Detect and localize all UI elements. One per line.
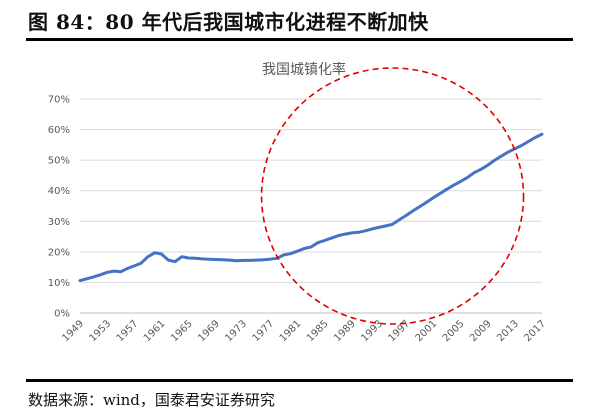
x-tick-label: 1961 <box>142 318 168 344</box>
x-tick-label: 1949 <box>60 318 86 344</box>
bottom-rule <box>26 379 573 382</box>
y-tick-label: 10% <box>48 278 70 289</box>
gridlines <box>80 98 542 314</box>
y-tick-label: 60% <box>48 125 70 136</box>
x-tick-label: 2001 <box>414 318 440 344</box>
x-tick-label: 1997 <box>386 318 412 344</box>
x-tick-label: 1989 <box>332 318 358 344</box>
y-tick-label: 70% <box>48 95 70 106</box>
y-tick-label: 30% <box>48 217 70 228</box>
x-axis-ticks: 1949 1953 1957 1961 1965 1969 1973 1977 1981 1985… <box>60 318 548 344</box>
x-tick-label: 1977 <box>251 318 277 344</box>
x-tick-label: 2013 <box>495 318 521 344</box>
y-tick-label: 20% <box>48 247 70 258</box>
x-tick-label: 1953 <box>88 318 114 344</box>
y-tick-label: 0% <box>54 309 70 320</box>
y-tick-label: 50% <box>48 156 70 167</box>
urbanization-chart: 我国城镇化率 0%10%20%30%40%50%60%70% 1949 1953 1… <box>48 61 548 344</box>
x-tick-label: 1969 <box>196 318 222 344</box>
top-rule <box>26 38 573 41</box>
series-layer <box>78 132 544 283</box>
y-axis-ticks: 0% 10% 20% 30% 40% 50% 60% 70% <box>48 95 70 320</box>
y-tick-label: 40% <box>48 186 70 197</box>
x-tick-label: 1981 <box>278 318 304 344</box>
x-tick-label: 2009 <box>468 318 494 344</box>
annotation-layer <box>260 67 525 325</box>
dashed-circle-annotation <box>260 67 525 325</box>
x-tick-label: 1973 <box>223 318 249 344</box>
chart-title: 我国城镇化率 <box>262 61 346 78</box>
x-tick-label: 2005 <box>441 318 467 344</box>
x-tick-label: 1957 <box>115 318 141 344</box>
x-tick-label: 1965 <box>169 318 195 344</box>
x-tick-label: 1985 <box>305 318 331 344</box>
x-tick-label: 2017 <box>522 318 548 344</box>
figure-title: 图 84：80 年代后我国城市化进程不断加快 <box>28 10 429 34</box>
source-note: 数据来源：wind，国泰君安证券研究 <box>28 391 275 409</box>
series-line <box>78 132 544 283</box>
